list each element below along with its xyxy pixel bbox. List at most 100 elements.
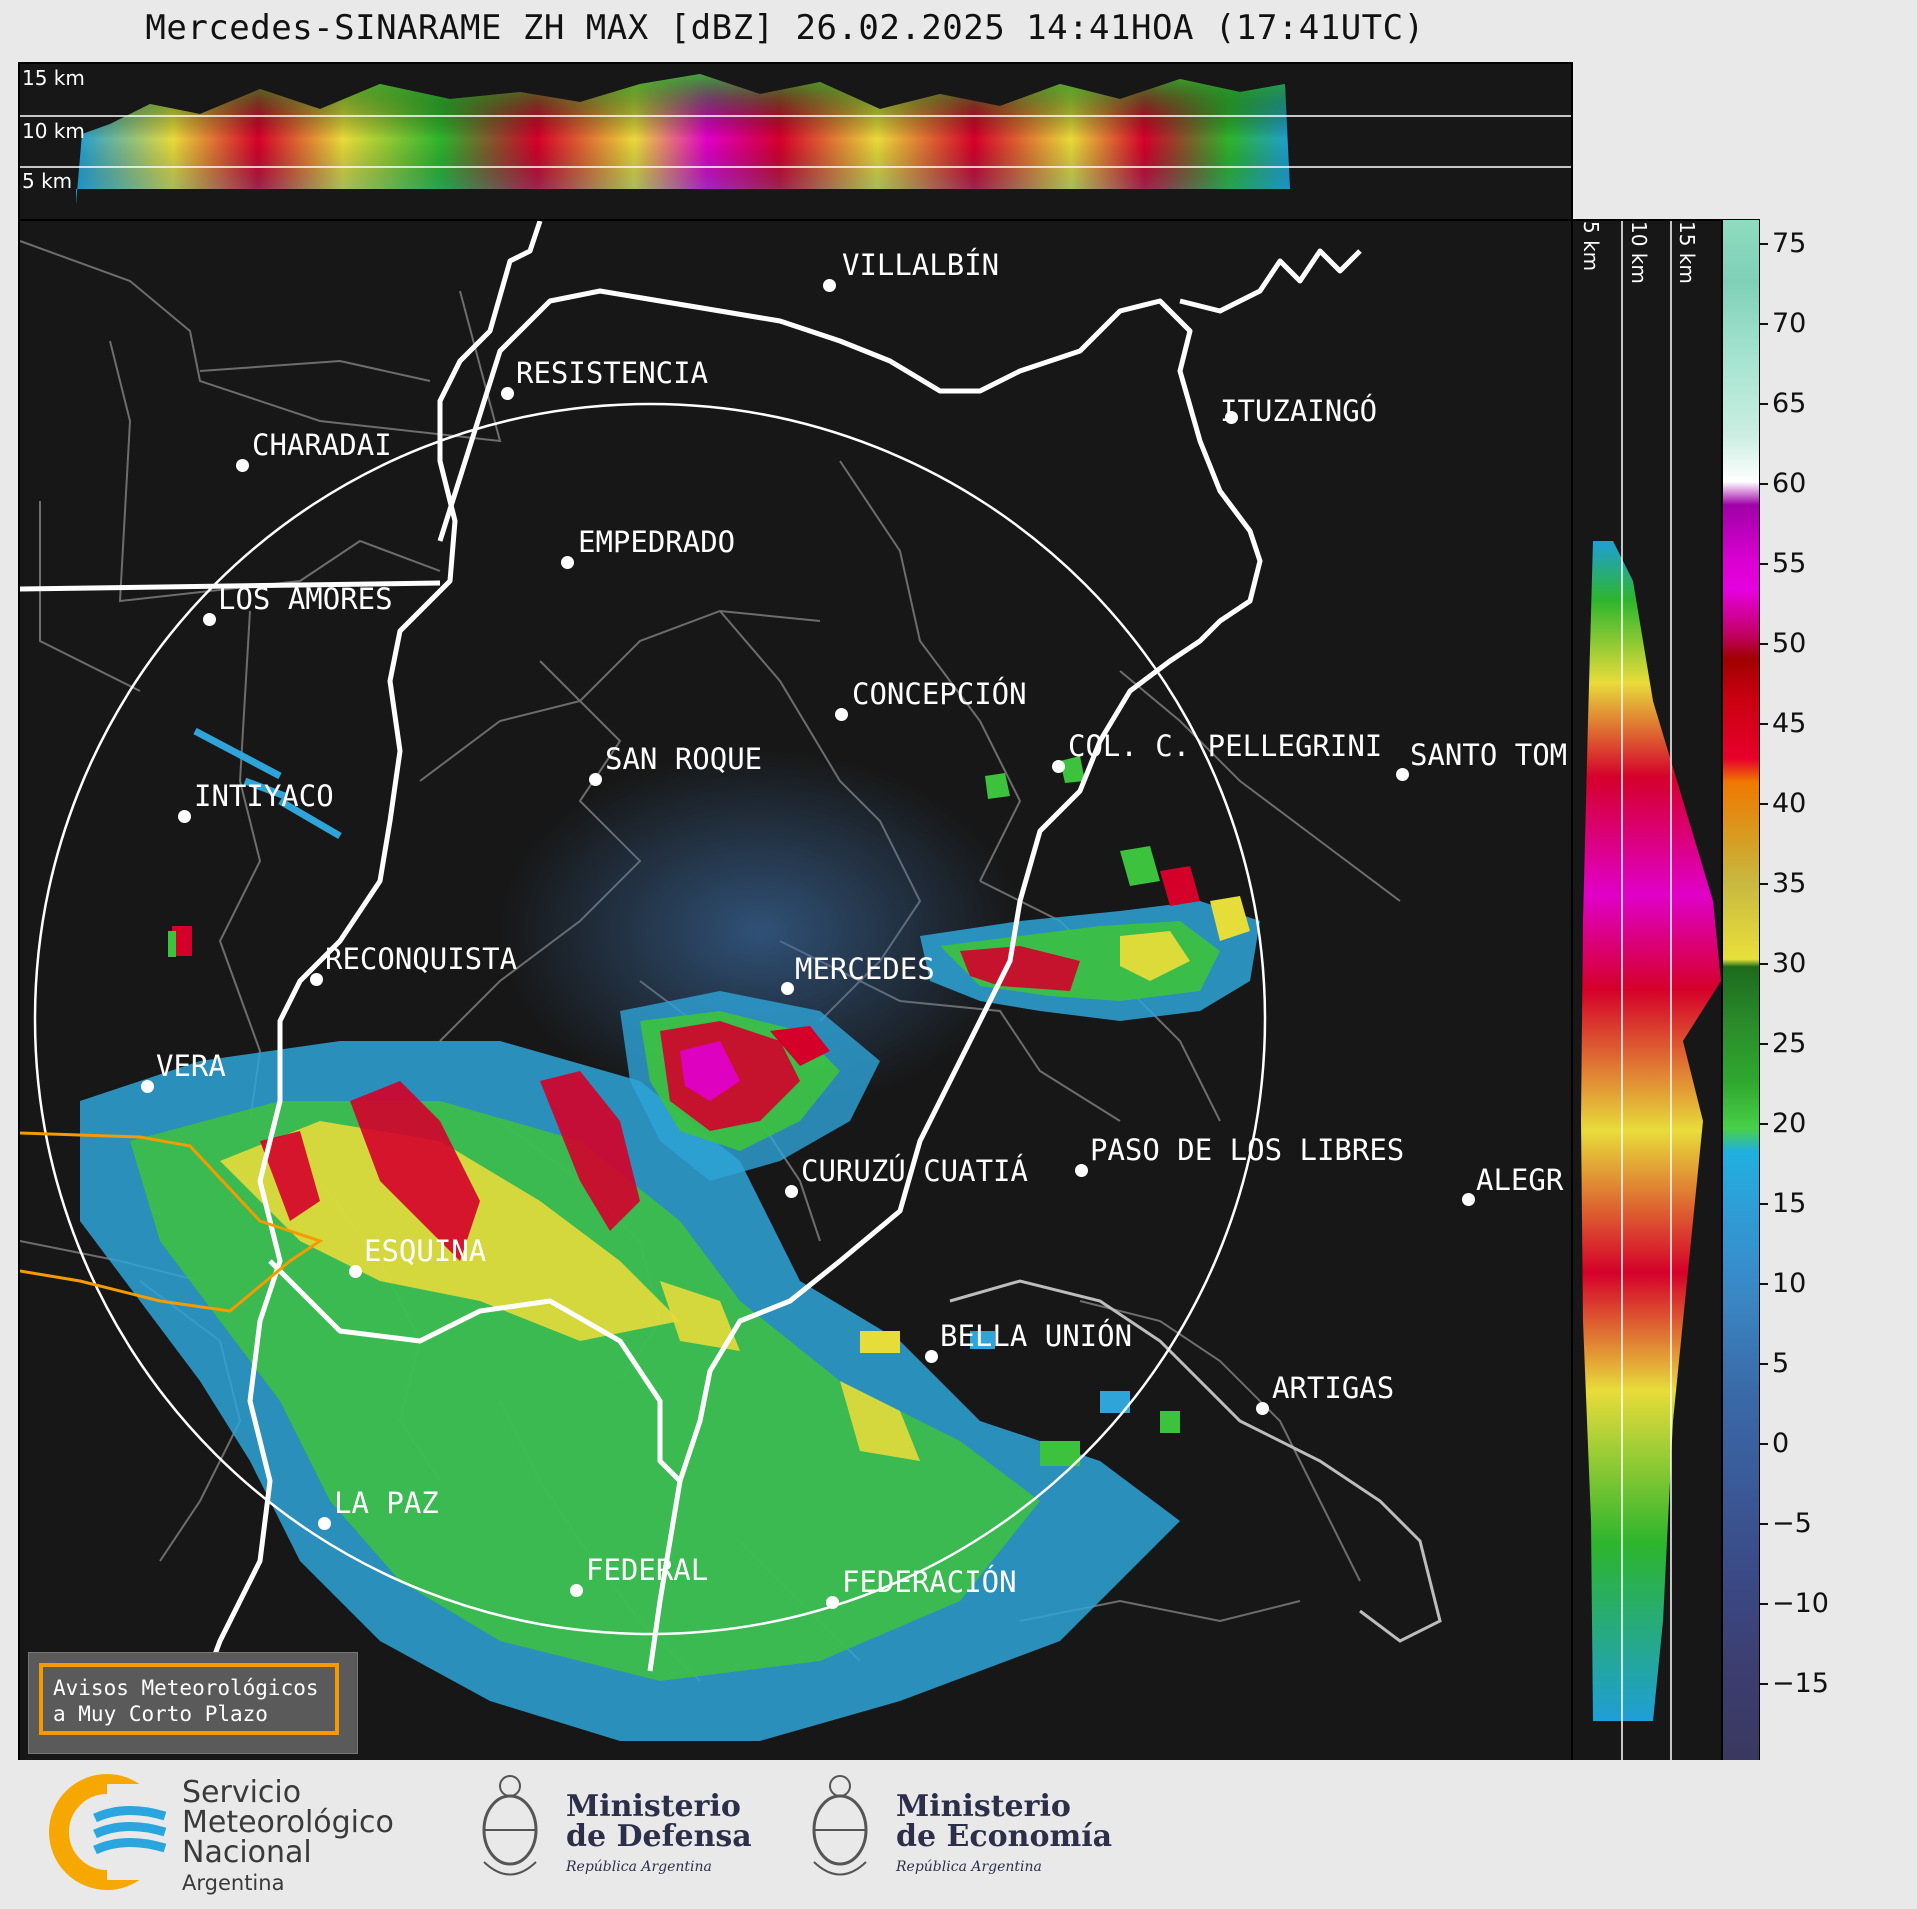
radar-map-svg [20,221,1442,1741]
radar-range-circle [33,402,1267,1636]
city-dot-artigas [1256,1402,1269,1415]
avisos-inner: Avisos Meteorológicos a Muy Corto Plazo [39,1663,339,1735]
cb-label-45: 45 [1772,708,1807,739]
side-label-10km: 10 km [1627,221,1651,284]
height-label-15km: 15 km [22,66,85,90]
city-label-empedrado: EMPEDRADO [578,525,736,559]
city-label-intiyaco: INTIYACO [194,779,334,813]
cb-label-15: 15 [1772,1188,1807,1219]
city-label-concepcion: CONCEPCIÓN [852,677,1027,711]
city-label-federacion: FEDERACIÓN [842,1565,1017,1599]
side-reflectivity-band [1581,541,1721,1721]
city-label-federal: FEDERAL [586,1553,709,1587]
city-label-villalbin: VILLALBÍN [842,248,1000,282]
side-profile-svg [1581,221,1721,1761]
city-label-reconquista: RECONQUISTA [325,942,518,976]
city-dot-col-pellegrini [1052,760,1065,773]
economia-logo-text: Ministerio de Economía República Argenti… [896,1792,1112,1882]
city-dot-concepcion [835,708,848,721]
economia-line1: Ministerio [896,1789,1071,1824]
defensa-logo-text: Ministerio de Defensa República Argentin… [566,1792,752,1882]
cb-label-55: 55 [1772,548,1807,579]
cb-label-minus5: −5 [1772,1508,1812,1539]
escudo-economia-icon [812,1775,868,1876]
city-label-la-paz: LA PAZ [334,1486,439,1520]
side-label-15km: 15 km [1675,221,1699,284]
avisos-line2: a Muy Corto Plazo [53,1702,268,1726]
side-label-5km: 5 km [1579,221,1603,272]
radar-map[interactable]: VILLALBÍN RESISTENCIA CHARADAI ITUZAINGÓ… [18,219,1573,1763]
echo-east [920,756,1260,1021]
smn-line1: Servicio [182,1775,302,1810]
cb-label-35: 35 [1772,868,1807,899]
cb-label-minus15: −15 [1772,1668,1829,1699]
height-label-10km: 10 km [22,119,85,143]
defensa-line3: República Argentina [566,1859,712,1875]
city-dot-empedrado [561,556,574,569]
city-dot-villalbin [823,279,836,292]
city-dot-federal [570,1584,583,1597]
cb-label-40: 40 [1772,788,1807,819]
cb-label-10: 10 [1772,1268,1807,1299]
city-label-bella-union: BELLA UNIÓN [940,1319,1133,1353]
city-dot-paso-de-los-libres [1075,1164,1088,1177]
city-dot-alegrete [1462,1193,1475,1206]
map-title: Mercedes-SINARAME ZH MAX [dBZ] 26.02.202… [145,8,1425,48]
warning-polygon[interactable] [20,1131,324,1313]
city-dot-curuzu-cuatia [785,1185,798,1198]
top-profile-svg [20,74,1571,204]
city-dot-santo-tome [1396,768,1409,781]
rivers [20,221,1362,1722]
city-dot-los-amores [203,613,216,626]
smn-logo-text: Servicio Meteorológico Nacional Argentin… [182,1778,394,1898]
cb-label-70: 70 [1772,308,1807,339]
city-label-santo-tome: SANTO TOM [1410,738,1568,772]
cb-label-20: 20 [1772,1108,1807,1139]
city-label-ituzaingo: ITUZAINGÓ [1220,394,1378,428]
cb-label-75: 75 [1772,228,1807,259]
city-dot-san-roque [589,773,602,786]
economia-line2: de Economía [896,1819,1113,1854]
city-dot-reconquista [310,973,323,986]
cb-label-0: 0 [1772,1428,1790,1459]
city-dot-esquina [349,1265,362,1278]
cb-label-60: 60 [1772,468,1807,499]
side-height-profile: 5 km 10 km 15 km [1571,219,1723,1763]
cb-label-5: 5 [1772,1348,1790,1379]
city-label-esquina: ESQUINA [364,1234,487,1268]
uruguay-border [949,1279,1442,1643]
avisos-line1: Avisos Meteorológicos [53,1676,319,1700]
colorbar [1722,219,1760,1761]
city-dot-mercedes [781,982,794,995]
city-dot-resistencia [501,387,514,400]
defensa-line1: Ministerio [566,1789,741,1824]
cb-label-30: 30 [1772,948,1807,979]
city-label-mercedes: MERCEDES [795,952,935,986]
city-label-alegrete: ALEGR [1476,1163,1564,1197]
city-label-vera: VERA [156,1049,226,1083]
city-dot-la-paz [318,1517,331,1530]
echo-mercedes-core [620,991,880,1181]
echo-southwest [80,1041,1180,1741]
city-dot-federacion [826,1596,839,1609]
city-dot-charadai [236,459,249,472]
cb-label-minus10: −10 [1772,1588,1829,1619]
escudo-defensa-icon [482,1775,538,1876]
city-label-curuzu-cuatia: CURUZÚ CUATIÁ [801,1154,1028,1188]
city-label-san-roque: SAN ROQUE [605,742,763,776]
cb-label-50: 50 [1772,628,1807,659]
smn-logo-icon [49,1774,177,1890]
cb-label-65: 65 [1772,388,1807,419]
defensa-line2: de Defensa [566,1819,752,1854]
city-dot-vera [141,1080,154,1093]
echo-southeast-cells [860,1331,1180,1466]
avisos-box[interactable]: Avisos Meteorológicos a Muy Corto Plazo [28,1652,358,1754]
smn-line3: Nacional [182,1835,312,1870]
city-label-col-pellegrini: COL. C. PELLEGRINI [1068,729,1383,763]
smn-line4: Argentina [182,1871,285,1895]
city-dot-bella-union [925,1350,938,1363]
city-label-charadai: CHARADAI [252,428,392,462]
top-height-profile: 15 km 10 km 5 km [18,62,1573,221]
economia-line3: República Argentina [896,1859,1042,1875]
city-label-paso-de-los-libres: PASO DE LOS LIBRES [1090,1133,1405,1167]
